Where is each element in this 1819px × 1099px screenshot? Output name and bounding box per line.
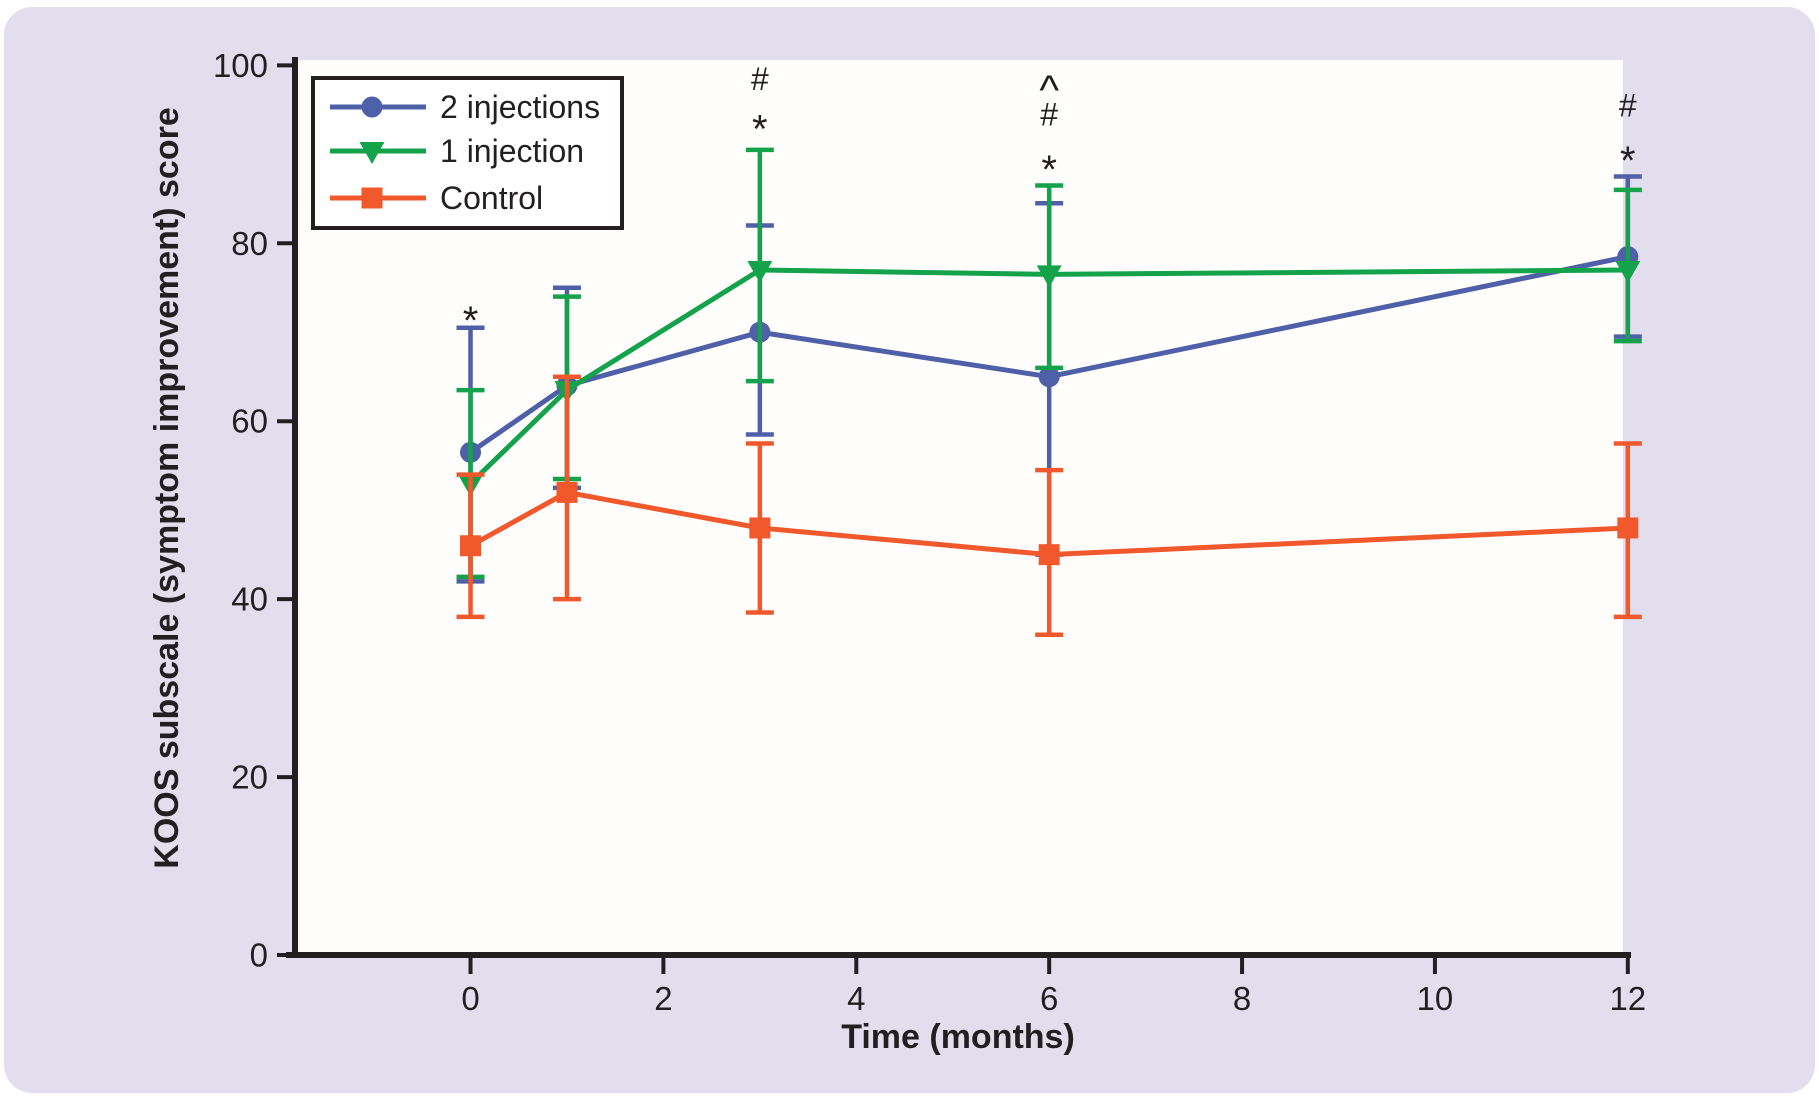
x-tick-label: 2 <box>654 980 672 1017</box>
square-marker-icon <box>460 535 482 557</box>
significance-symbol: # <box>751 61 769 97</box>
triangle-down-marker-icon <box>1036 265 1062 288</box>
legend-label: 1 injection <box>440 133 584 169</box>
square-marker-icon <box>556 481 578 503</box>
significance-symbol: # <box>1040 96 1058 132</box>
square-marker-icon <box>1617 517 1639 539</box>
x-axis-label: Time (months) <box>841 1018 1075 1056</box>
legend-item-2-injections: 2 injections <box>330 89 600 125</box>
triangle-down-marker-icon <box>359 142 385 164</box>
x-tick-label: 10 <box>1417 980 1454 1017</box>
legend-item-1-injection: 1 injection <box>330 133 584 169</box>
significance-symbol: * <box>1620 139 1636 183</box>
y-tick-label: 80 <box>231 225 268 262</box>
circle-marker-icon <box>361 96 383 118</box>
y-tick-label: 0 <box>250 937 268 974</box>
circle-marker-icon <box>1038 366 1060 388</box>
significance-symbol: * <box>463 299 479 343</box>
x-tick-label: 6 <box>1040 980 1058 1017</box>
legend-label: Control <box>440 180 543 216</box>
y-tick-label: 20 <box>231 759 268 796</box>
legend-label: 2 injections <box>440 89 600 125</box>
legend-item-control: Control <box>330 180 543 216</box>
square-marker-icon <box>1038 544 1060 566</box>
x-tick-label: 0 <box>461 980 479 1017</box>
x-tick-label: 4 <box>847 980 865 1017</box>
axis-ticks: 0 20 40 60 80 100 0 2 4 6 8 10 12 <box>213 47 1646 1017</box>
significance-annotations: *#*^#*#* <box>463 61 1637 343</box>
x-tick-label: 8 <box>1233 980 1251 1017</box>
square-marker-icon <box>749 517 771 539</box>
x-tick-label: 12 <box>1609 980 1646 1017</box>
legend: 2 injections 1 injection Control <box>311 76 624 230</box>
square-marker-icon <box>361 187 383 209</box>
significance-symbol: * <box>752 108 768 152</box>
series-layer <box>456 147 1642 637</box>
y-axis-label: KOOS subscale (symptom improvement) scor… <box>148 107 186 868</box>
significance-symbol: # <box>1619 88 1637 124</box>
y-tick-label: 40 <box>231 581 268 618</box>
series-control <box>456 374 1642 637</box>
triangle-down-marker-icon <box>747 260 773 283</box>
series-1-injection <box>456 147 1642 580</box>
significance-symbol: ^ <box>1039 66 1059 113</box>
y-tick-label: 100 <box>213 47 268 84</box>
significance-symbol: * <box>1041 148 1057 192</box>
triangle-down-marker-icon <box>1615 260 1641 283</box>
y-tick-label: 60 <box>231 403 268 440</box>
